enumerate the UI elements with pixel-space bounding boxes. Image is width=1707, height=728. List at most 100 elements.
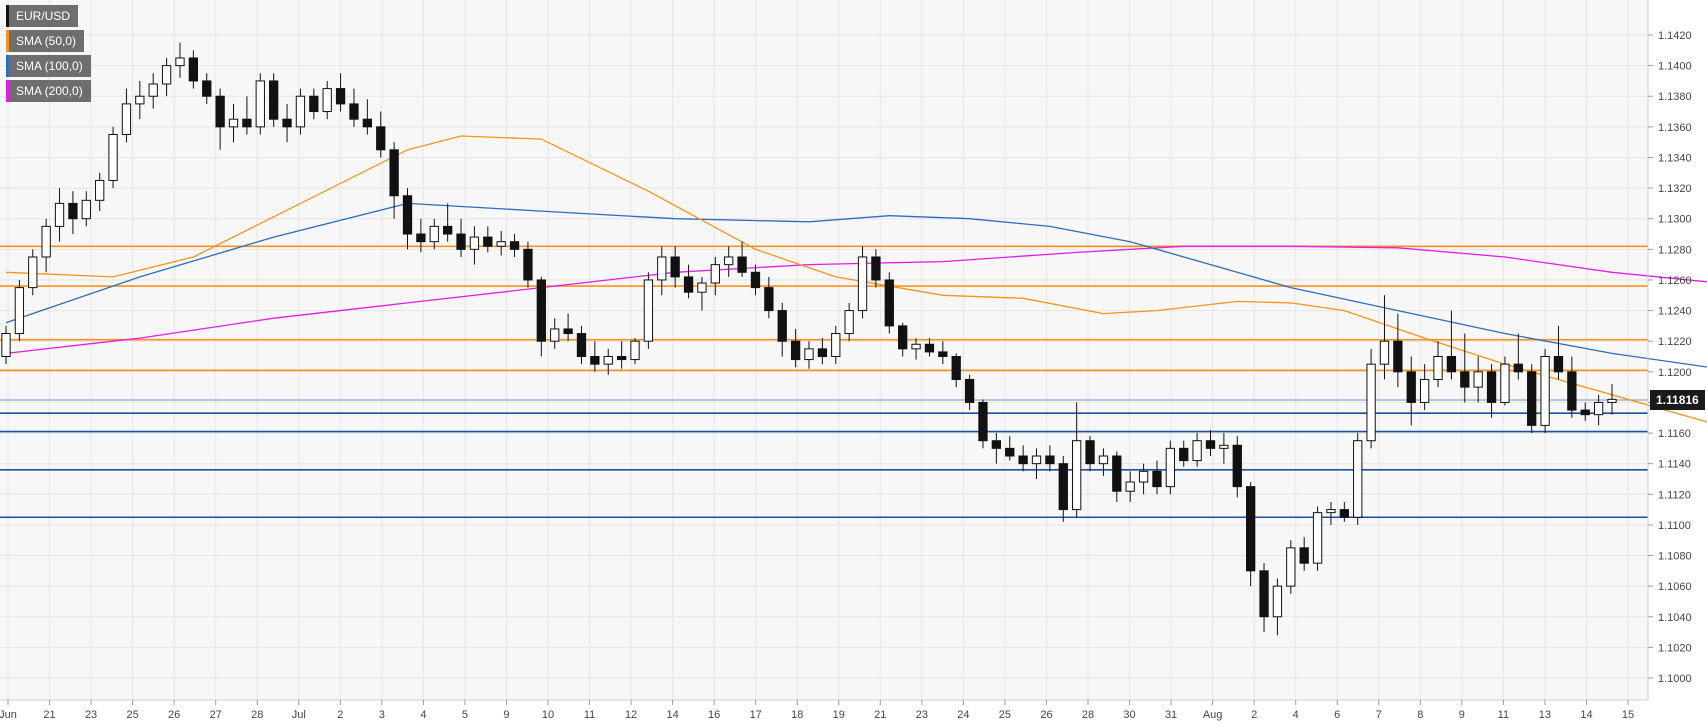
x-axis-ticks: Jun 21 23 25 26 27 28 Jul 2 3 4 5 9 10 11 12 14 16 17 18 19 2… — [0, 700, 1634, 721]
candle-bear — [871, 256, 881, 281]
candle-bull — [14, 287, 25, 335]
candle-bull — [710, 264, 720, 284]
y-tick-label: 1.1260 — [1658, 275, 1692, 287]
candle-bull — [228, 118, 239, 128]
x-tick-label: Aug — [1203, 709, 1223, 721]
candle-bear — [1246, 486, 1256, 572]
sma-100-line — [5, 202, 1707, 368]
candle-bear — [1058, 463, 1068, 511]
legend-label: EUR/USD — [16, 9, 71, 23]
x-tick-label: 11 — [1498, 709, 1509, 721]
candle-bull — [857, 256, 868, 312]
x-tick-label: 21 — [43, 709, 55, 721]
x-tick-label: 11 — [584, 709, 595, 721]
candle-bull — [1165, 447, 1175, 488]
candle-bull — [831, 333, 841, 357]
x-tick-label: 28 — [1082, 709, 1094, 721]
sma-200-line — [5, 245, 1707, 355]
x-tick-label: 9 — [503, 709, 509, 721]
candle-bull — [175, 57, 185, 67]
candle-bull — [724, 256, 734, 266]
candle-bear — [898, 325, 908, 350]
legend-swatch — [6, 55, 9, 77]
candle-bull — [1540, 356, 1550, 426]
legend-item: SMA (50,0) — [6, 30, 85, 52]
candle-bear — [764, 287, 774, 312]
candle-bear — [1259, 570, 1269, 618]
candle-bull — [1072, 440, 1082, 511]
x-tick-label: 2 — [337, 709, 343, 721]
legend-item: SMA (200,0) — [6, 80, 91, 102]
candle-bear — [1513, 363, 1523, 373]
candle-bear — [483, 236, 493, 247]
candle-bear — [563, 328, 573, 335]
x-tick-label: Jul — [292, 709, 306, 721]
candle-bull — [1593, 401, 1604, 416]
candle-bear — [951, 356, 961, 380]
y-tick-label: 1.1360 — [1658, 122, 1692, 134]
candle-bear — [590, 356, 600, 365]
candle-bear — [576, 333, 587, 357]
candle-bear — [349, 103, 359, 120]
candle-bull — [1192, 440, 1202, 462]
x-tick-label: 23 — [916, 709, 928, 721]
legend-swatch — [6, 80, 9, 102]
y-tick-label: 1.1160 — [1658, 428, 1691, 440]
y-tick-label: 1.1320 — [1658, 183, 1692, 195]
candle-bear — [1205, 440, 1216, 449]
candle-bear — [1393, 340, 1403, 373]
candle-bear — [1179, 447, 1189, 462]
candle-bull — [121, 103, 132, 136]
candle-bull — [322, 88, 332, 113]
legend-item: SMA (100,0) — [6, 55, 91, 77]
x-tick-label: 17 — [750, 709, 762, 721]
candle-bear — [202, 80, 212, 97]
candle-bear — [443, 225, 453, 235]
y-tick-label: 1.1380 — [1658, 91, 1692, 103]
x-tick-label: 2 — [1251, 709, 1257, 721]
candle-bull — [1219, 444, 1229, 449]
y-tick-label: 1.1400 — [1658, 61, 1692, 73]
candle-bear — [1232, 444, 1242, 488]
candle-bear — [683, 276, 694, 293]
candle-bear — [1085, 440, 1095, 465]
x-tick-label: 4 — [420, 709, 426, 721]
candle-bear — [1567, 371, 1577, 411]
x-tick-label: 25 — [999, 709, 1011, 721]
candle-bear — [269, 80, 279, 120]
x-tick-label: 19 — [833, 709, 845, 721]
candle-bear — [964, 378, 975, 403]
x-tick-label: Jun — [0, 709, 17, 721]
candle-bear — [938, 351, 948, 357]
candlesticks — [1, 42, 1617, 636]
y-tick-label: 1.1240 — [1658, 306, 1692, 318]
candle-bear — [509, 241, 520, 250]
y-tick-label: 1.1420 — [1658, 30, 1692, 42]
candle-bear — [215, 95, 225, 128]
candle-bear — [616, 356, 627, 361]
y-tick-label: 1.1080 — [1658, 551, 1692, 563]
y-tick-label: 1.1020 — [1658, 642, 1692, 654]
y-tick-label: 1.1100 — [1658, 520, 1691, 532]
candle-bear — [282, 118, 292, 128]
candle-bull — [630, 340, 640, 361]
candle-bear — [1299, 547, 1309, 564]
candle-bear — [1152, 470, 1162, 488]
candle-bull — [1272, 585, 1283, 618]
candle-bear — [790, 340, 801, 361]
y-tick-label: 1.1300 — [1658, 214, 1692, 226]
candle-bull — [255, 80, 265, 128]
x-tick-label: 6 — [1334, 709, 1340, 721]
candle-bull — [844, 310, 854, 335]
candle-bull — [1326, 509, 1336, 514]
candle-bull — [1366, 363, 1376, 442]
candle-bear — [309, 95, 319, 113]
x-tick-label: 14 — [666, 709, 678, 721]
candle-bear — [817, 348, 828, 358]
x-tick-label: 23 — [85, 709, 97, 721]
candle-bear — [523, 248, 533, 281]
candle-bear — [978, 401, 988, 442]
candle-bear — [335, 88, 346, 105]
candle-bear — [536, 279, 546, 342]
candle-bear — [1553, 356, 1564, 373]
